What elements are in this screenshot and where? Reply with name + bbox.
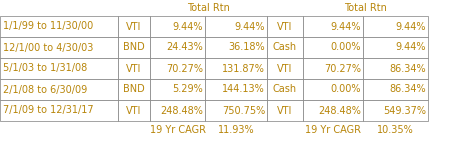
Bar (150, 58, 205, 79)
Bar (303, 100, 363, 121)
Text: VTI: VTI (278, 63, 293, 74)
Text: VTI: VTI (126, 106, 142, 116)
Text: 70.27%: 70.27% (166, 63, 203, 74)
Bar (267, 37, 303, 58)
Text: VTI: VTI (278, 21, 293, 31)
Text: 0.00%: 0.00% (331, 85, 361, 95)
Text: 0.00%: 0.00% (331, 42, 361, 52)
Text: 1/1/99 to 11/30/00: 1/1/99 to 11/30/00 (3, 21, 93, 31)
Text: 750.75%: 750.75% (222, 106, 265, 116)
Bar (150, 16, 205, 37)
Bar (118, 100, 150, 121)
Text: VTI: VTI (126, 21, 142, 31)
Text: VTI: VTI (278, 106, 293, 116)
Text: 9.44%: 9.44% (331, 21, 361, 31)
Bar (0, 37, 118, 58)
Bar (118, 16, 150, 37)
Bar (150, 79, 205, 100)
Bar (267, 100, 303, 121)
Text: 12/1/00 to 4/30/03: 12/1/00 to 4/30/03 (3, 42, 94, 52)
Bar (363, 16, 428, 37)
Bar (363, 100, 428, 121)
Bar (0, 58, 118, 79)
Text: 11.93%: 11.93% (218, 125, 254, 135)
Text: BND: BND (123, 85, 145, 95)
Bar (303, 58, 363, 79)
Bar (118, 37, 150, 58)
Bar (205, 37, 267, 58)
Text: 5/1/03 to 1/31/08: 5/1/03 to 1/31/08 (3, 63, 87, 74)
Text: VTI: VTI (126, 63, 142, 74)
Text: 86.34%: 86.34% (390, 63, 426, 74)
Text: 9.44%: 9.44% (396, 42, 426, 52)
Text: 10.35%: 10.35% (377, 125, 414, 135)
Text: 549.37%: 549.37% (383, 106, 426, 116)
Text: 7/1/09 to 12/31/17: 7/1/09 to 12/31/17 (3, 106, 94, 116)
Bar (205, 58, 267, 79)
Bar (267, 79, 303, 100)
Bar (0, 79, 118, 100)
Text: 70.27%: 70.27% (324, 63, 361, 74)
Text: 248.48%: 248.48% (318, 106, 361, 116)
Text: 144.13%: 144.13% (222, 85, 265, 95)
Text: 86.34%: 86.34% (390, 85, 426, 95)
Text: 2/1/08 to 6/30/09: 2/1/08 to 6/30/09 (3, 85, 87, 95)
Text: Total Rtn: Total Rtn (187, 3, 230, 13)
Text: Total Rtn: Total Rtn (344, 3, 387, 13)
Bar (267, 58, 303, 79)
Bar (205, 100, 267, 121)
Bar (150, 100, 205, 121)
Bar (303, 16, 363, 37)
Bar (363, 79, 428, 100)
Text: 9.44%: 9.44% (235, 21, 265, 31)
Text: 248.48%: 248.48% (160, 106, 203, 116)
Bar (0, 16, 118, 37)
Bar (118, 58, 150, 79)
Text: 36.18%: 36.18% (228, 42, 265, 52)
Bar (205, 79, 267, 100)
Text: 5.29%: 5.29% (172, 85, 203, 95)
Bar (118, 79, 150, 100)
Bar (303, 79, 363, 100)
Bar (363, 37, 428, 58)
Text: 131.87%: 131.87% (222, 63, 265, 74)
Text: Cash: Cash (273, 85, 297, 95)
Bar (303, 37, 363, 58)
Bar (363, 58, 428, 79)
Bar (267, 16, 303, 37)
Bar (150, 37, 205, 58)
Text: 19 Yr CAGR: 19 Yr CAGR (305, 125, 361, 135)
Text: 19 Yr CAGR: 19 Yr CAGR (149, 125, 206, 135)
Text: 9.44%: 9.44% (396, 21, 426, 31)
Text: BND: BND (123, 42, 145, 52)
Text: 24.43%: 24.43% (166, 42, 203, 52)
Text: 9.44%: 9.44% (172, 21, 203, 31)
Bar (205, 16, 267, 37)
Text: Cash: Cash (273, 42, 297, 52)
Bar (0, 100, 118, 121)
